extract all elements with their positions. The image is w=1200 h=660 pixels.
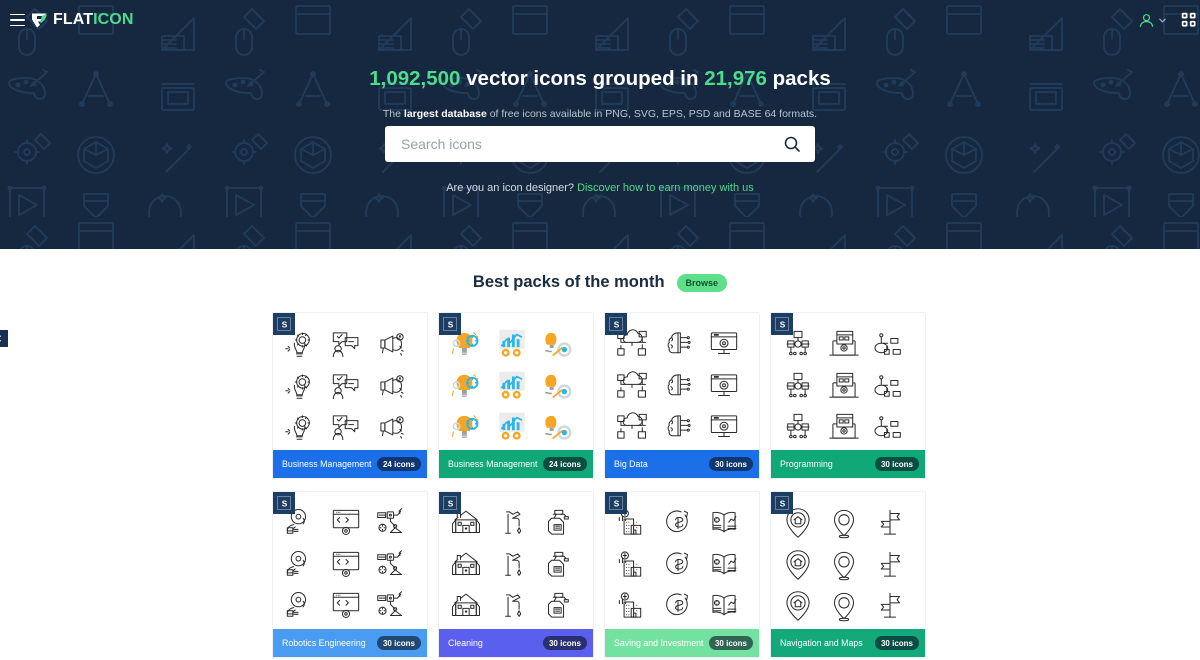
- svg-text:S: S: [281, 320, 287, 329]
- svg-text:S: S: [613, 499, 619, 508]
- svg-text:S: S: [447, 499, 453, 508]
- svg-text:S: S: [613, 320, 619, 329]
- svg-text:S: S: [281, 499, 287, 508]
- svg-text:S: S: [779, 320, 785, 329]
- svg-text:S: S: [447, 320, 453, 329]
- svg-text:S: S: [779, 499, 785, 508]
